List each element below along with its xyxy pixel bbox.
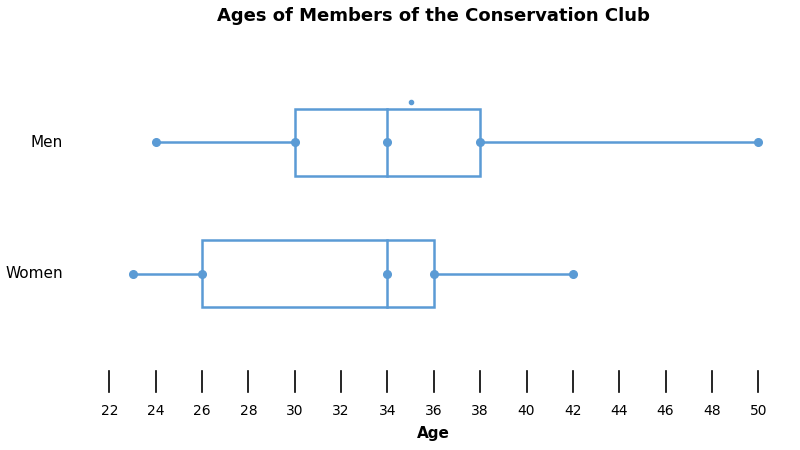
Text: 30: 30 — [286, 404, 303, 418]
Text: 38: 38 — [471, 404, 489, 418]
Text: Men: Men — [30, 135, 63, 150]
Text: 32: 32 — [332, 404, 350, 418]
Text: 48: 48 — [703, 404, 721, 418]
Text: 42: 42 — [564, 404, 582, 418]
Text: Women: Women — [6, 266, 63, 281]
Text: 24: 24 — [147, 404, 165, 418]
Text: 40: 40 — [518, 404, 535, 418]
Text: 46: 46 — [657, 404, 674, 418]
Text: 36: 36 — [425, 404, 442, 418]
Text: 28: 28 — [239, 404, 258, 418]
Text: 50: 50 — [750, 404, 767, 418]
Text: 26: 26 — [194, 404, 211, 418]
Text: 34: 34 — [378, 404, 396, 418]
Text: 44: 44 — [610, 404, 628, 418]
Title: Ages of Members of the Conservation Club: Ages of Members of the Conservation Club — [218, 7, 650, 25]
Bar — [202, 240, 434, 307]
Text: 22: 22 — [101, 404, 118, 418]
Bar — [294, 109, 480, 176]
Text: Age: Age — [418, 426, 450, 441]
